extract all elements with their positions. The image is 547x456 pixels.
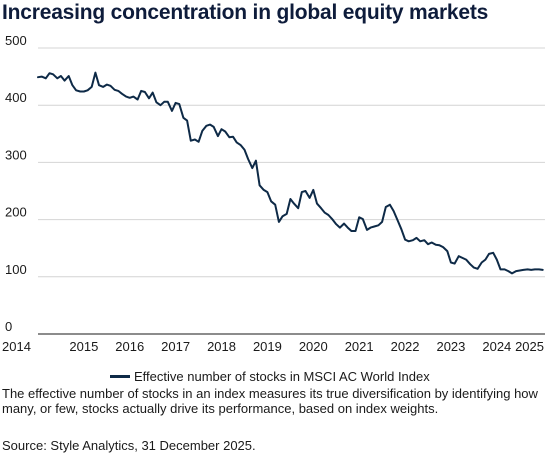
legend-swatch [110, 375, 130, 378]
x-tick-label: 2015 [69, 339, 98, 354]
x-tick-label: 2017 [161, 339, 190, 354]
y-axis-ticks: 0 100 200 300 400 500 [5, 33, 27, 334]
legend-label: Effective number of stocks in MSCI AC Wo… [134, 369, 430, 384]
x-tick-label: 2019 [253, 339, 282, 354]
x-tick-label: 2014 [2, 339, 31, 354]
series-line [37, 71, 544, 275]
series-layer [37, 71, 544, 275]
x-tick-label: 2023 [436, 339, 465, 354]
x-tick-label: 2021 [345, 339, 374, 354]
x-tick-label: 2016 [115, 339, 144, 354]
source-note: Source: Style Analytics, 31 December 202… [2, 438, 256, 453]
x-tick-label: 2018 [207, 339, 236, 354]
legend: Effective number of stocks in MSCI AC Wo… [110, 369, 430, 384]
x-tick-label: 2024 [482, 339, 511, 354]
gridlines [38, 47, 545, 335]
chart-title: Increasing concentration in global equit… [2, 1, 489, 24]
footnote: The effective number of stocks in an ind… [2, 386, 538, 416]
y-tick-label: 0 [5, 319, 12, 334]
y-tick-label: 500 [5, 33, 27, 48]
x-tick-label: 2020 [299, 339, 328, 354]
y-tick-label: 400 [5, 90, 27, 105]
y-tick-label: 100 [5, 262, 27, 277]
x-tick-label: 2025 [515, 339, 544, 354]
x-axis-ticks: 2014 2015 2016 2017 2018 2019 2020 2021 2022 2023… [2, 339, 544, 354]
y-tick-label: 200 [5, 205, 27, 220]
x-tick-label: 2022 [391, 339, 420, 354]
y-tick-label: 300 [5, 147, 27, 162]
